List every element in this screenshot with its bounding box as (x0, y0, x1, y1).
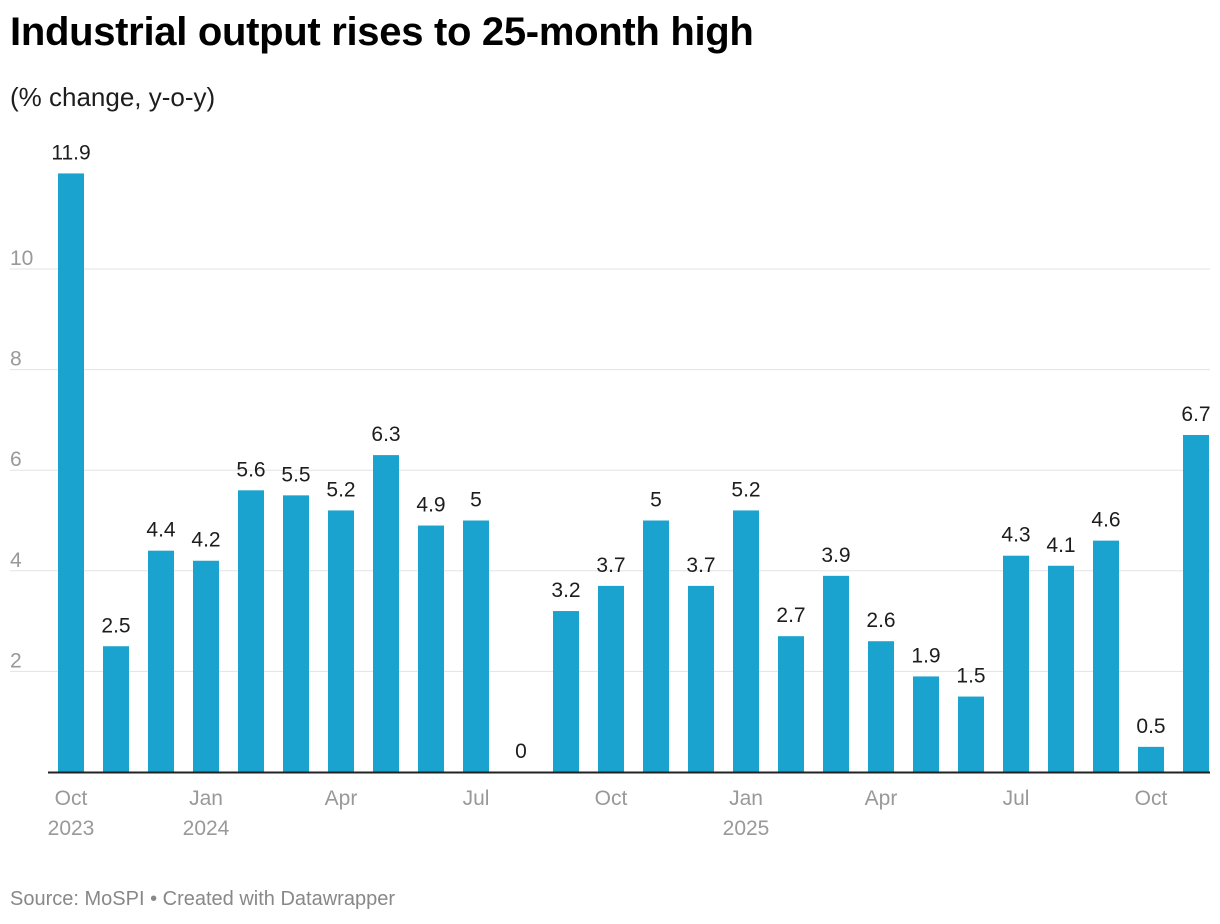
x-tick-label: Oct (595, 787, 628, 810)
bar (688, 585, 714, 772)
bar (1003, 555, 1029, 772)
bar (553, 611, 579, 772)
y-tick-label: 8 (10, 348, 22, 371)
bar (418, 525, 444, 772)
bar (868, 641, 894, 772)
credit-note: Created with Datawrapper (162, 888, 395, 910)
value-label: 4.4 (146, 519, 176, 542)
x-tick-year-label: 2025 (723, 817, 770, 840)
bar (643, 520, 669, 772)
value-label: 4.1 (1046, 534, 1075, 557)
value-label: 4.2 (191, 529, 220, 552)
y-axis-ticks: 2 4 6 8 10 (10, 247, 33, 672)
bar (193, 560, 219, 772)
bar (823, 575, 849, 772)
y-tick-label: 6 (10, 448, 22, 471)
value-label: 0.5 (1136, 715, 1165, 738)
value-labels: 11.9 2.5 4.4 4.2 5.6 5.5 5.2 6.3 4.9 5 0 3.2 3.7 5 3.7… (51, 141, 1210, 763)
chart-title: Industrial output rises to 25-month high (10, 10, 754, 54)
x-tick-label: Oct (1135, 787, 1168, 810)
x-tick-label: Jan (729, 787, 763, 810)
value-label: 5.2 (731, 478, 760, 501)
bar (1048, 565, 1074, 772)
footer-separator: • (144, 888, 163, 910)
value-label: 5 (470, 489, 482, 512)
y-tick-label: 2 (10, 649, 22, 672)
value-label: 1.9 (911, 644, 940, 667)
x-tick-year-label: 2023 (48, 817, 95, 840)
x-tick-label: Oct (55, 787, 88, 810)
x-axis-ticks: Oct 2023 Jan 2024 Apr Jul Oct Jan 2025 Apr Jul Oct (48, 787, 1168, 840)
value-label: 0 (515, 740, 527, 763)
value-label: 5 (650, 489, 662, 512)
x-tick-label: Apr (325, 787, 358, 810)
bar (463, 520, 489, 772)
x-tick-label: Jul (1003, 787, 1030, 810)
bar (598, 585, 624, 772)
bar (148, 550, 174, 772)
value-label: 3.7 (596, 554, 625, 577)
y-tick-label: 10 (10, 247, 33, 270)
value-label: 2.6 (866, 609, 895, 632)
bar (58, 173, 84, 772)
bar (778, 636, 804, 772)
value-label: 4.6 (1091, 509, 1120, 532)
value-label: 4.3 (1001, 524, 1030, 547)
value-label: 5.2 (326, 478, 355, 501)
bar-chart: 11.9 2.5 4.4 4.2 5.6 5.5 5.2 6.3 4.9 5 0 3.2 3.7 5 3.7… (10, 141, 1211, 840)
value-label: 5.5 (281, 463, 310, 486)
chart-subtitle: (% change, y-o-y) (10, 82, 216, 112)
value-label: 6.3 (371, 423, 400, 446)
value-label: 6.7 (1181, 403, 1210, 426)
source-note: Source: MoSPI (10, 888, 145, 910)
x-tick-label: Jan (189, 787, 223, 810)
y-tick-label: 4 (10, 549, 22, 572)
x-tick-year-label: 2024 (183, 817, 230, 840)
x-tick-label: Jul (463, 787, 490, 810)
x-tick-label: Apr (865, 787, 898, 810)
value-label: 2.7 (776, 604, 805, 627)
bar (238, 490, 264, 772)
bar (958, 696, 984, 772)
bar (103, 646, 129, 772)
bar (733, 510, 759, 772)
bar (1093, 540, 1119, 772)
bar (1138, 746, 1164, 772)
bar (373, 455, 399, 772)
value-label: 4.9 (416, 494, 445, 517)
value-label: 5.6 (236, 458, 265, 481)
value-label: 1.5 (956, 665, 985, 688)
chart-footer: Source: MoSPI • Created with Datawrapper (10, 888, 395, 911)
bar (328, 510, 354, 772)
bar (913, 676, 939, 772)
value-label: 3.7 (686, 554, 715, 577)
value-label: 3.9 (821, 544, 850, 567)
value-label: 2.5 (101, 614, 130, 637)
bar (283, 495, 309, 772)
value-label: 3.2 (551, 579, 580, 602)
bars (58, 173, 1209, 772)
bar (1183, 434, 1209, 772)
value-label: 11.9 (51, 141, 90, 164)
